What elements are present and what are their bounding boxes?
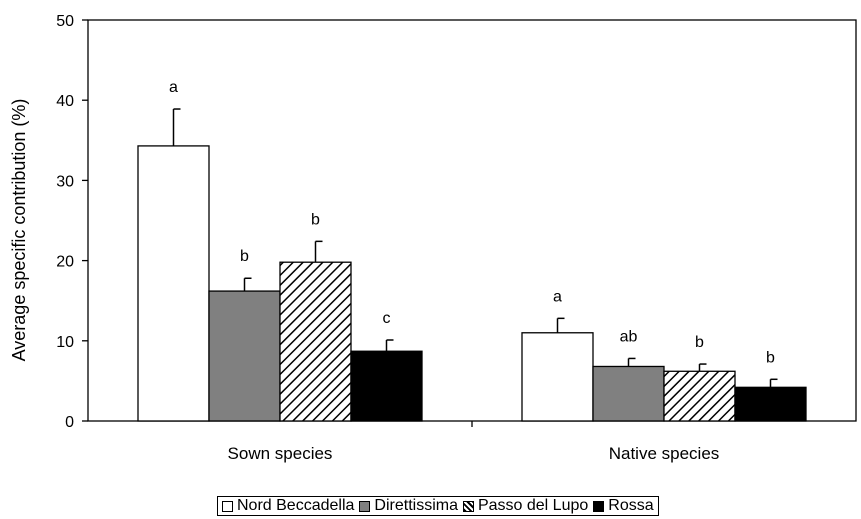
bar [350,350,423,422]
legend-item: Direttissima [359,497,458,515]
legend-swatch [593,500,605,512]
y-tick-label: 30 [56,173,74,190]
bar [137,145,210,422]
legend-label: Nord Beccadella [237,497,355,514]
legend-item: Rossa [593,497,654,515]
bar [521,332,594,422]
bar [208,290,281,422]
y-tick-label: 40 [56,93,74,110]
legend-item: Nord Beccadella [222,497,354,515]
y-axis-title: Average specific contribution (%) [9,99,29,362]
significance-label: ab [620,328,638,345]
y-tick-label: 0 [65,414,74,431]
significance-label: c [383,310,391,327]
legend-swatch [462,500,474,512]
significance-label: b [311,211,320,228]
legend-label: Passo del Lupo [477,497,589,514]
legend-item: Passo del Lupo [462,497,589,515]
significance-label: b [766,349,775,366]
significance-label: a [169,79,178,96]
legend: Nord Beccadella Direttissima Passo del Lup… [217,496,659,516]
bar [663,370,736,422]
significance-label: b [240,248,249,265]
y-tick-label: 10 [56,334,74,351]
x-category-label: Sown species [228,444,333,463]
legend-label: Direttissima [374,497,458,514]
bar [592,365,665,422]
bar [734,386,807,422]
x-category-label: Native species [609,444,720,463]
legend-label: Rossa [608,497,654,514]
significance-label: a [553,288,562,305]
y-tick-label: 20 [56,254,74,271]
significance-label: b [695,334,704,351]
legend-swatch [359,500,371,512]
y-tick-label: 50 [56,13,74,30]
bar [279,261,352,422]
legend-swatch [222,500,233,512]
